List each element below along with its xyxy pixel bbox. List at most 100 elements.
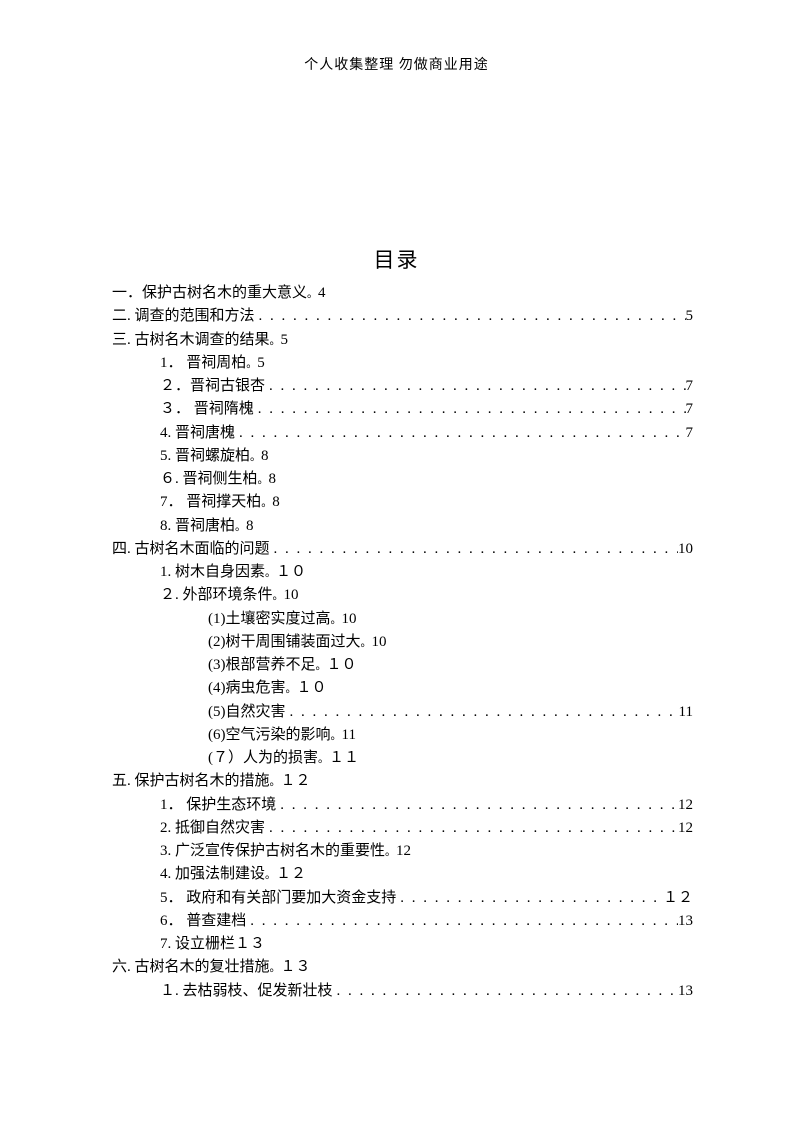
toc-marker: 。 [261,495,272,512]
toc-label: 4. 加强法制建设 [160,863,265,886]
toc-label: 一．保护古树名木的重大意义 [112,282,307,305]
toc-entry: (７）人为的损害。１１ [112,747,693,770]
toc-marker: 。 [331,728,342,745]
toc-page: 5 [257,352,265,375]
toc-entry: 8. 晋祠唐柏。8 [112,515,693,538]
toc-page: 11 [679,701,693,724]
toc-page: 10 [284,584,299,607]
toc-marker: 。 [270,774,281,791]
toc-leader [265,817,678,840]
toc-marker: 。 [316,658,327,675]
page-header: 个人收集整理 勿做商业用途 [0,0,793,74]
toc-marker: 。 [385,844,396,861]
toc-label: (７）人为的损害 [208,747,318,770]
toc-label: 2. 抵御自然灾害 [160,817,265,840]
toc-label: 五. 保护古树名木的措施 [112,770,270,793]
toc-label: (2)树干周围铺装面过大 [208,631,361,654]
toc-marker: 。 [273,588,284,605]
toc-label: (1)土壤密实度过高 [208,608,331,631]
toc-leader [396,887,663,910]
toc-entry: 五. 保护古树名木的措施。１２ [112,770,693,793]
toc-marker: 。 [235,519,246,536]
toc-leader [276,794,678,817]
toc-page: 8 [272,491,280,514]
toc-entry: 3. 广泛宣传保护古树名木的重要性。12 [112,840,693,863]
toc-marker: 。 [307,286,318,303]
toc-entry: ２．晋祠古银杏 7 [112,375,693,398]
toc-page: 12 [678,817,693,840]
toc-label: 四. 古树名木面临的问题 [112,538,270,561]
toc-page: １３ [281,956,311,979]
toc-page: 7 [686,398,694,421]
toc-entry: 6． 普查建档 13 [112,910,693,933]
toc-marker: 。 [246,356,257,373]
toc-label: 三. 古树名木调查的结果 [112,329,270,352]
toc-page: １２ [663,887,693,910]
toc-entry: 1. 树木自身因素。１０ [112,561,693,584]
toc-page: １１ [329,747,359,770]
toc-leader [235,422,685,445]
toc-page: 12 [396,840,411,863]
toc-marker: 。 [258,472,269,489]
toc-entry: 4. 晋祠唐槐 7 [112,422,693,445]
toc-entry: １. 去枯弱枝、促发新壮枝 13 [112,980,693,1003]
toc-page: 8 [261,445,269,468]
toc-label: (3)根部营养不足 [208,654,316,677]
toc-label: 3. 广泛宣传保护古树名木的重要性 [160,840,385,863]
toc-entry: 2. 抵御自然灾害 12 [112,817,693,840]
toc-container: 一．保护古树名木的重大意义。4二. 调查的范围和方法 5三. 古树名木调查的结果… [0,282,793,1003]
toc-label: 六. 古树名木的复壮措施 [112,956,270,979]
toc-entry: ６. 晋祠侧生柏。 8 [112,468,693,491]
toc-marker: 。 [318,751,329,768]
toc-label: ２．晋祠古银杏 [160,375,265,398]
toc-label: 7. 设立栅栏 [160,933,235,956]
toc-label: ２. 外部环境条件 [160,584,273,607]
toc-page: 5 [281,329,289,352]
toc-marker: 。 [361,635,372,652]
toc-leader [255,305,686,328]
toc-marker: 。 [270,960,281,977]
toc-entry: 7． 晋祠撑天柏。8 [112,491,693,514]
toc-entry: 三. 古树名木调查的结果。5 [112,329,693,352]
toc-page: 7 [686,375,694,398]
toc-entry: ３． 晋祠隋槐 7 [112,398,693,421]
toc-label: 6． 普查建档 [160,910,246,933]
toc-entry: 5. 晋祠螺旋柏。 8 [112,445,693,468]
toc-marker: 。 [250,449,261,466]
toc-title: 目录 [0,244,793,274]
toc-page: 13 [678,910,693,933]
toc-page: １３ [235,933,265,956]
toc-entry: 六. 古树名木的复壮措施 。１３ [112,956,693,979]
toc-label: 8. 晋祠唐柏 [160,515,235,538]
toc-label: 二. 调查的范围和方法 [112,305,255,328]
toc-entry: (5)自然灾害 11 [112,701,693,724]
toc-marker: 。 [270,333,281,350]
toc-entry: 1． 晋祠周柏。5 [112,352,693,375]
toc-entry: 四. 古树名木面临的问题 10 [112,538,693,561]
toc-page: 10 [372,631,387,654]
toc-label: ６. 晋祠侧生柏 [160,468,258,491]
toc-leader [265,375,685,398]
toc-label: 7． 晋祠撑天柏 [160,491,261,514]
toc-page: 7 [686,422,694,445]
toc-page: 10 [678,538,693,561]
toc-leader [254,398,686,421]
toc-entry: 4. 加强法制建设。１２ [112,863,693,886]
toc-label: 5. 晋祠螺旋柏 [160,445,250,468]
toc-page: 8 [269,468,277,491]
toc-entry: 1． 保护生态环境 12 [112,794,693,817]
toc-entry: 7. 设立栅栏１３ [112,933,693,956]
toc-marker: 。 [265,565,276,582]
toc-page: 12 [678,794,693,817]
toc-entry: ２. 外部环境条件。10 [112,584,693,607]
toc-entry: (1)土壤密实度过高。10 [112,608,693,631]
toc-page: １２ [276,863,306,886]
toc-entry: (3)根部营养不足。１０ [112,654,693,677]
toc-entry: (4)病虫危害。１０ [112,677,693,700]
toc-page: １０ [276,561,306,584]
toc-label: 1． 保护生态环境 [160,794,276,817]
toc-page: 8 [246,515,254,538]
toc-label: (5)自然灾害 [208,701,286,724]
toc-label: (6)空气污染的影响 [208,724,331,747]
toc-leader [286,701,679,724]
